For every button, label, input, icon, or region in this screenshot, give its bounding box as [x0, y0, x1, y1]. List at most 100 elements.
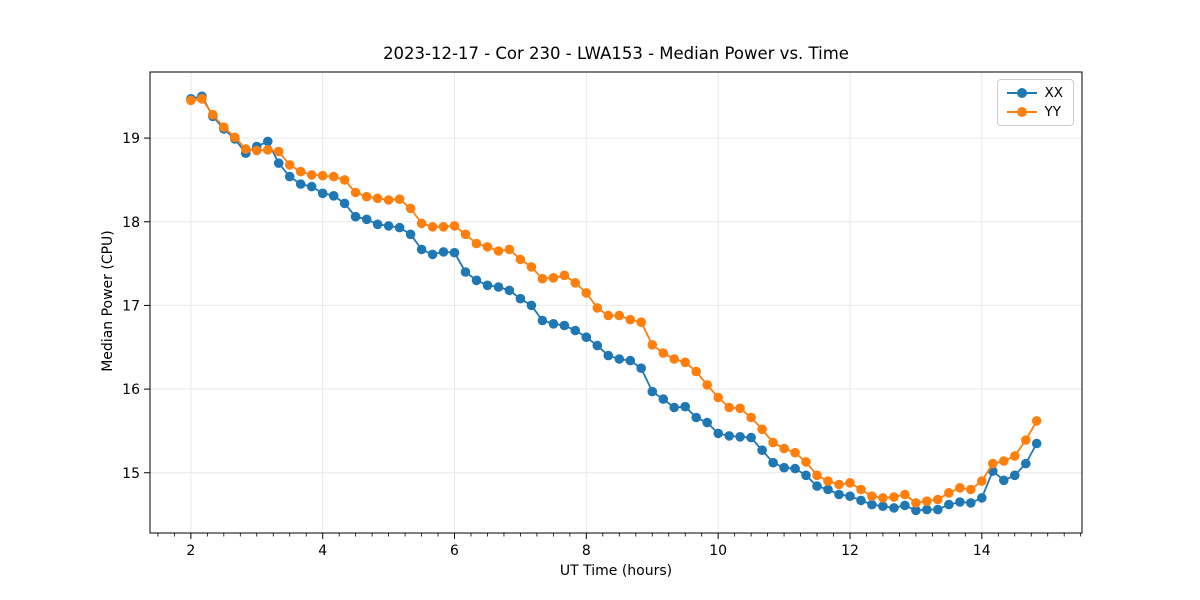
data-point-yy [219, 122, 229, 132]
data-point-xx [603, 350, 614, 361]
data-point-xx [263, 136, 273, 147]
data-point-yy [801, 457, 811, 467]
x-tick-label: 4 [318, 543, 327, 559]
data-point-yy [460, 229, 471, 240]
legend: XX YY [996, 79, 1074, 126]
data-point-yy [306, 170, 317, 180]
data-point-yy [735, 403, 745, 414]
legend-line-marker-icon [1006, 87, 1037, 99]
data-point-yy [273, 146, 284, 157]
data-point-yy [1021, 435, 1031, 445]
data-point-yy [966, 484, 976, 495]
data-point-yy [251, 145, 262, 156]
x-tick-label: 10 [709, 543, 727, 559]
data-point-xx [746, 432, 756, 443]
data-point-xx [504, 285, 515, 296]
data-point-yy [691, 366, 701, 377]
data-point-yy [911, 498, 921, 508]
x-axis-label: UT Time (hours) [559, 563, 673, 579]
data-point-xx [350, 211, 361, 222]
data-point-yy [416, 218, 427, 229]
data-point-xx [724, 431, 734, 441]
data-point-xx [1010, 470, 1020, 481]
data-point-yy [548, 273, 559, 283]
data-point-xx [999, 475, 1009, 486]
data-point-yy [1031, 416, 1042, 426]
data-point-xx [438, 247, 449, 257]
data-point-yy [867, 491, 877, 502]
data-point-xx [394, 222, 405, 233]
legend-label: XX [1044, 85, 1064, 101]
data-point-yy [317, 170, 328, 181]
data-point-xx [636, 363, 646, 374]
data-point-xx [922, 504, 932, 515]
grid-layer [150, 72, 1082, 533]
y-axis-label-text: Median Power (CPU) [100, 230, 116, 372]
data-point-yy [230, 132, 240, 143]
data-point-yy [592, 303, 603, 313]
data-point-xx [911, 505, 921, 516]
data-point-xx [581, 332, 592, 343]
data-point-xx [955, 497, 965, 507]
data-point-yy [493, 246, 504, 256]
legend-item-yy: YY [1006, 104, 1064, 120]
data-point-yy [350, 187, 361, 198]
data-point-xx [361, 214, 372, 225]
data-point-yy [537, 273, 548, 284]
y-tick-label: 18 [122, 215, 140, 231]
data-point-yy [878, 493, 888, 503]
data-point-xx [757, 445, 767, 456]
data-point-yy [570, 278, 581, 288]
data-point-yy [702, 380, 712, 390]
data-point-yy [471, 238, 482, 249]
data-point-xx [273, 158, 284, 168]
x-tick-label: 8 [582, 543, 591, 559]
data-point-yy [1010, 451, 1020, 461]
data-point-yy [680, 357, 690, 368]
legend-line-marker-icon [1006, 106, 1037, 118]
data-point-yy [977, 476, 987, 486]
data-point-yy [581, 288, 592, 298]
data-point-xx [449, 247, 460, 258]
y-tick-label: 19 [122, 131, 140, 147]
data-point-yy [757, 424, 767, 435]
data-point-xx [779, 462, 789, 473]
data-point-yy [339, 175, 350, 185]
data-point-xx [944, 499, 954, 510]
data-point-yy [933, 494, 943, 505]
data-point-yy [889, 492, 899, 502]
data-point-xx [405, 229, 416, 240]
data-point-yy [636, 317, 646, 328]
data-point-yy [208, 109, 218, 120]
series-line-yy [189, 97, 1038, 504]
data-point-yy [768, 437, 778, 448]
data-point-yy [241, 144, 251, 154]
data-point-yy [504, 244, 515, 255]
data-point-xx [460, 267, 471, 277]
data-point-xx [702, 417, 712, 428]
data-point-xx [526, 300, 537, 311]
series-layer [186, 91, 1042, 516]
data-point-xx [306, 181, 317, 192]
data-point-xx [856, 495, 866, 506]
data-point-yy [988, 458, 998, 469]
data-point-yy [790, 447, 800, 458]
data-point-xx [372, 219, 383, 230]
data-point-xx [878, 501, 888, 512]
data-point-yy [361, 191, 372, 202]
data-point-xx [339, 198, 350, 209]
data-point-yy [263, 145, 273, 155]
data-point-xx [570, 325, 581, 336]
data-point-xx [625, 355, 636, 366]
data-point-xx [977, 493, 987, 503]
data-point-yy [394, 194, 405, 204]
data-point-yy [724, 402, 734, 413]
plot-border [149, 71, 1083, 534]
data-point-xx [284, 171, 295, 182]
data-point-xx [823, 484, 833, 495]
data-point-xx [900, 500, 910, 511]
data-point-xx [812, 481, 822, 491]
data-point-xx [790, 463, 800, 474]
data-point-xx [493, 282, 504, 292]
data-point-yy [603, 310, 614, 321]
